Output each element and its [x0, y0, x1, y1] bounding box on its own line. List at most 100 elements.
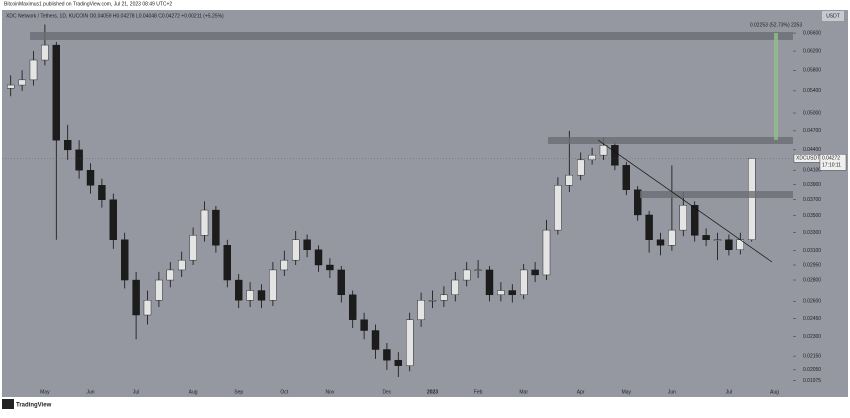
candle-body — [303, 239, 311, 250]
candle-body — [383, 349, 391, 361]
countdown: 17:10:11 — [822, 163, 841, 169]
candle-body — [63, 139, 72, 151]
candle-body — [542, 229, 551, 276]
y-tick-label: 0.06200 — [803, 48, 821, 54]
y-tick-label: 0.04700 — [803, 128, 821, 134]
y-tick-label: 0.02800 — [803, 277, 821, 283]
y-tick-label: 0.04100 — [803, 168, 821, 174]
currency-box — [822, 11, 844, 21]
candle-body — [98, 185, 106, 200]
candle-body — [120, 239, 129, 281]
candle-body — [246, 290, 254, 301]
candle-body — [713, 239, 722, 241]
publisher-line: BitcoinMaximus1 published on TradingView… — [4, 1, 172, 7]
candle-body — [599, 145, 608, 156]
x-tick-label: Sep — [234, 389, 243, 395]
x-tick-label: Mar — [519, 389, 528, 395]
candle-body — [29, 59, 38, 81]
candle-body — [292, 239, 300, 261]
y-tick-label: 0.02150 — [803, 353, 821, 359]
x-tick-label: Nov — [325, 389, 334, 395]
y-tick-label: 0.04400 — [803, 147, 821, 153]
measure-label: 0.02253 (52.73%) 2253 — [750, 22, 802, 28]
candle-body — [645, 214, 653, 240]
candle-body — [679, 205, 687, 231]
support-zone — [640, 191, 793, 198]
candle-body — [337, 269, 345, 296]
y-tick-label: 0.06600 — [803, 30, 821, 36]
brand: TradingView — [16, 403, 52, 409]
y-tick-label: 0.02050 — [803, 367, 821, 373]
candle-body — [86, 169, 95, 186]
y-tick-label: 0.03700 — [803, 197, 821, 203]
candle-body — [52, 44, 60, 141]
x-tick-label: Feb — [474, 389, 483, 395]
candle-body — [702, 235, 710, 240]
x-tick-label: Apr — [577, 389, 585, 395]
candle-body — [668, 229, 676, 246]
candle-body — [6, 84, 15, 89]
candle-body — [622, 165, 630, 191]
candle-body — [371, 330, 380, 350]
resistance-zone — [548, 137, 793, 144]
candle-body — [223, 245, 232, 281]
last-price: 0.04272 — [822, 156, 840, 162]
candle-body — [485, 269, 494, 296]
y-tick-label: 0.01975 — [803, 378, 821, 384]
candle-body — [725, 239, 733, 250]
trend-line — [597, 139, 773, 263]
candle-body — [18, 79, 26, 86]
candle-body — [634, 189, 642, 216]
y-tick-label: 0.03900 — [803, 182, 821, 188]
candle-body — [166, 269, 175, 281]
x-tick-label: Jun — [668, 389, 676, 395]
candle-body — [520, 269, 528, 296]
candle-body — [565, 174, 573, 186]
candle-body — [75, 149, 83, 171]
measure-bar — [774, 33, 778, 140]
candle-body — [554, 185, 562, 231]
candle-body — [189, 235, 197, 261]
candle-body — [577, 159, 585, 176]
candle-body — [257, 290, 266, 301]
x-tick-label: Oct — [280, 389, 288, 395]
candle-body — [508, 290, 516, 296]
candle-body — [349, 294, 357, 320]
candle-body — [656, 239, 665, 246]
y-tick-label: 0.05000 — [803, 110, 821, 116]
candle-body — [691, 205, 699, 236]
x-tick-label: Jul — [726, 389, 732, 395]
candle-body — [451, 279, 459, 296]
x-tick-label: May — [622, 389, 632, 395]
y-tick-label: 0.03300 — [803, 230, 821, 236]
x-tick-label: Jul — [133, 389, 139, 395]
y-tick-label: 0.02950 — [803, 262, 821, 268]
candle-body — [748, 158, 756, 240]
candle-body — [440, 294, 448, 301]
resistance-zone — [30, 32, 793, 40]
candle-body — [314, 249, 323, 266]
candle-body — [234, 279, 243, 301]
y-tick-label: 0.02600 — [803, 299, 821, 305]
candle-body — [394, 359, 402, 366]
x-tick-label: Aug — [770, 389, 779, 395]
candle-body — [531, 269, 539, 276]
candle-body — [463, 269, 471, 281]
symbol-line: XDC Network / Tethers, 1D, KUCOIN O0.040… — [6, 13, 224, 19]
candle-body — [109, 199, 118, 240]
candle-body — [177, 259, 186, 271]
candle-body — [474, 269, 482, 271]
candle-body — [417, 300, 425, 320]
x-tick-label: Dec — [382, 389, 391, 395]
candle-body — [326, 264, 334, 271]
candle-body — [406, 319, 414, 366]
plot-layer — [2, 24, 793, 377]
y-tick-label: 0.03100 — [803, 248, 821, 254]
candle-body — [588, 154, 596, 161]
y-tick-label: 0.02450 — [803, 316, 821, 322]
candle-body — [155, 279, 163, 301]
x-tick-label: Jun — [86, 389, 94, 395]
candle-body — [611, 145, 619, 166]
brand-logo — [2, 399, 14, 409]
